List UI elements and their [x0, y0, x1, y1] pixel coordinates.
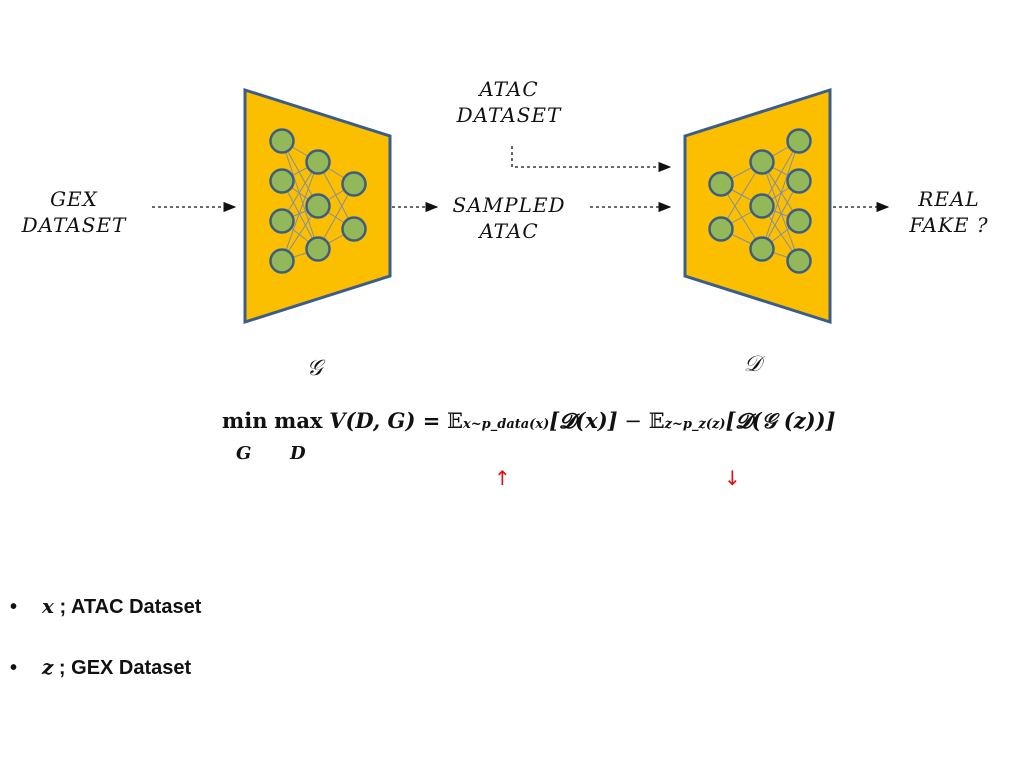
- eq-max-under: D: [290, 443, 306, 464]
- eq-max: max: [274, 408, 323, 433]
- bullet-text-x: ; ATAC Dataset: [53, 596, 202, 618]
- bullet-item-x: • x ; ATAC Dataset: [10, 594, 201, 619]
- discriminator-symbol: 𝒟: [743, 352, 763, 377]
- real-fake-line2: FAKE ?: [909, 213, 989, 237]
- generator-node: [341, 171, 367, 197]
- atac-dataset-line2: DATASET: [456, 103, 562, 127]
- atac-dataset-line1: ATAC: [479, 77, 539, 101]
- gex-dataset-line2: DATASET: [21, 213, 127, 237]
- discriminator-network: [708, 128, 812, 274]
- sampled-atac-line1: SAMPLED: [452, 193, 566, 217]
- real-fake-label: REAL FAKE ?: [894, 186, 1004, 238]
- red-down-arrow: ↓: [724, 466, 741, 490]
- bullet-dot: •: [10, 596, 18, 618]
- minimax-equation: min max V(D, G) = 𝔼x~p_data(x)[𝓓(x)] − 𝔼…: [222, 408, 835, 434]
- bullet-item-z: • z ; GEX Dataset: [10, 655, 191, 680]
- discriminator-node: [708, 171, 734, 197]
- real-fake-line1: REAL: [918, 187, 980, 211]
- generator-edge: [281, 140, 319, 250]
- generator-edge: [281, 161, 319, 262]
- bullet-var-x: x: [42, 594, 54, 618]
- discriminator-node: [786, 208, 812, 234]
- red-up-arrow: ↑: [494, 466, 511, 490]
- eq-min-under: G: [236, 443, 252, 464]
- discriminator-node: [786, 248, 812, 274]
- generator-node: [269, 208, 295, 234]
- generator-network: [269, 128, 367, 274]
- bullet-dot: •: [10, 657, 18, 679]
- eq-expectation-1: 𝔼: [446, 409, 463, 433]
- sampled-atac-line2: ATAC: [479, 219, 539, 243]
- eq-term-2: [𝓓(𝒢 (z))]: [725, 408, 836, 433]
- generator-edge: [281, 180, 319, 250]
- gex-dataset-line1: GEX: [50, 187, 98, 211]
- discriminator-edge: [761, 161, 800, 262]
- bullet-text-z: ; GEX Dataset: [53, 657, 192, 679]
- eq-term-1: [𝓓(x)]: [549, 408, 618, 433]
- discriminator-edge: [720, 161, 763, 230]
- generator-node: [305, 236, 331, 262]
- discriminator-block: [683, 87, 832, 325]
- eq-sub-1: x~p_data(x): [463, 417, 550, 432]
- gex-dataset-label: GEX DATASET: [8, 186, 140, 238]
- arrow-atac-to-discriminator: [511, 146, 672, 173]
- discriminator-node: [786, 128, 812, 154]
- discriminator-node: [786, 168, 812, 194]
- discriminator-edge: [761, 140, 800, 250]
- discriminator-node: [749, 236, 775, 262]
- discriminator-node: [749, 193, 775, 219]
- generator-node: [269, 248, 295, 274]
- discriminator-node: [708, 216, 734, 242]
- generator-node: [269, 128, 295, 154]
- eq-minus: −: [624, 409, 642, 433]
- eq-sub-2: z~p_z(z): [664, 417, 726, 432]
- discriminator-node: [749, 149, 775, 175]
- generator-node: [269, 168, 295, 194]
- atac-dataset-label: ATAC DATASET: [447, 76, 571, 128]
- generator-symbol: 𝒢: [306, 356, 324, 381]
- discriminator-edge: [761, 180, 800, 250]
- discriminator-edge: [720, 183, 763, 250]
- sampled-atac-label: SAMPLED ATAC: [444, 192, 574, 244]
- generator-node: [305, 193, 331, 219]
- eq-min: min: [222, 408, 268, 433]
- eq-lhs: V(D, G) =: [329, 408, 441, 433]
- generator-block: [243, 87, 392, 325]
- eq-expectation-2: 𝔼: [648, 409, 665, 433]
- bullet-var-z: z: [42, 655, 54, 679]
- generator-node: [305, 149, 331, 175]
- generator-node: [341, 216, 367, 242]
